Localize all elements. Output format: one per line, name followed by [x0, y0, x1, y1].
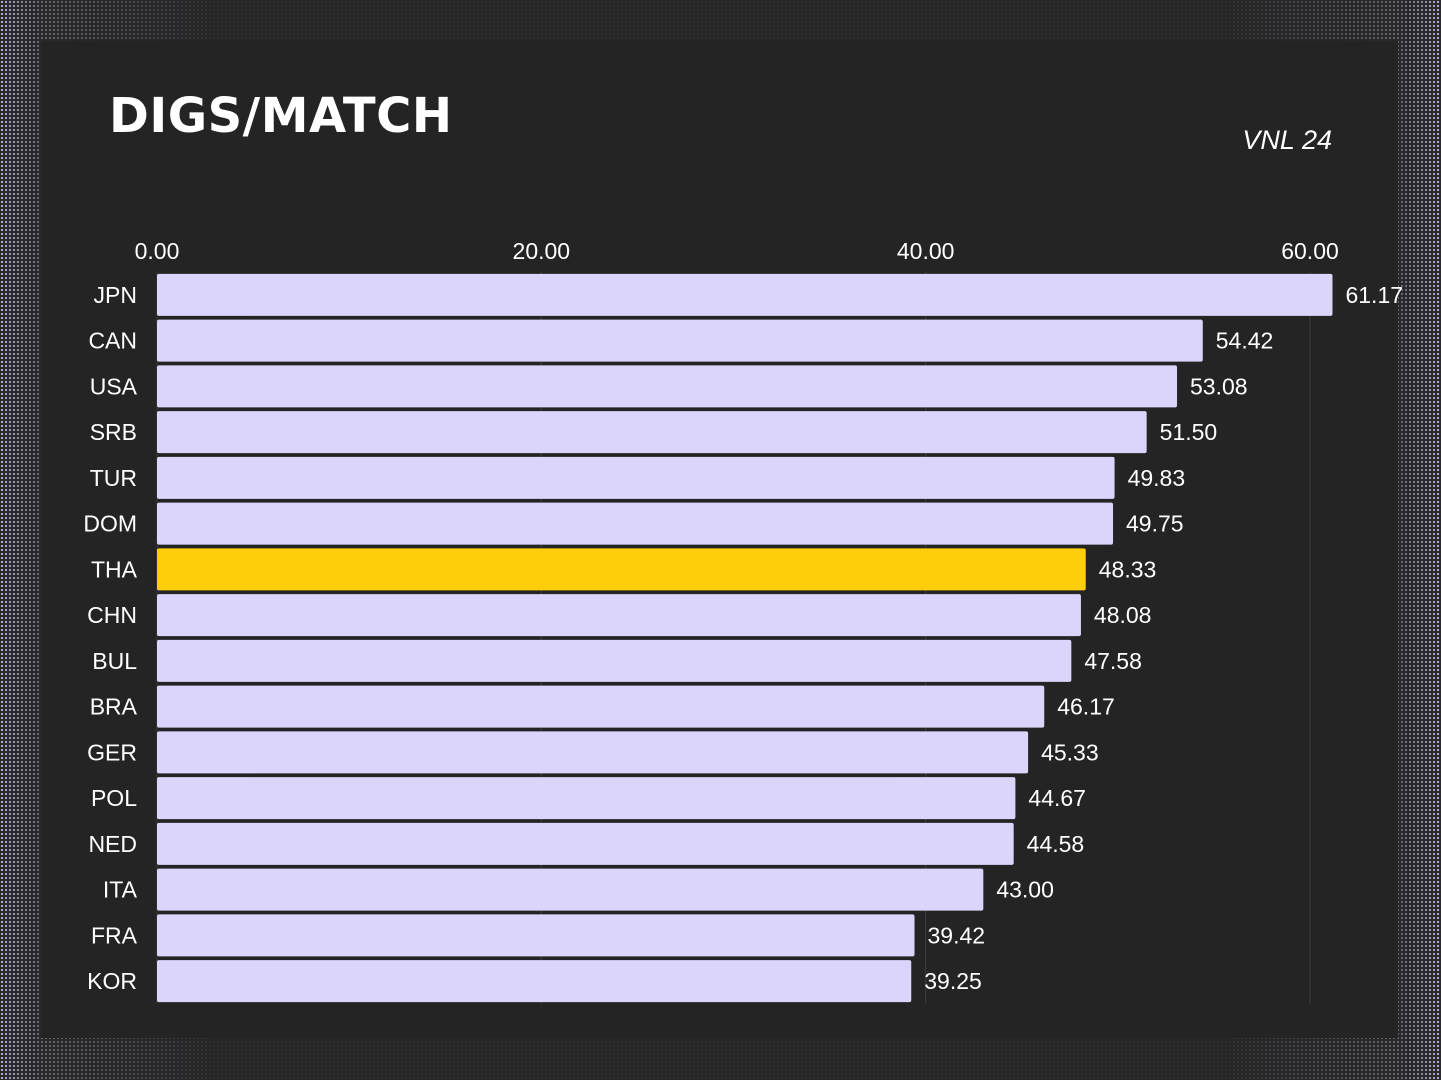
bar-bul: [157, 639, 1072, 682]
bar-bra: [157, 685, 1045, 728]
bar-ita: [157, 868, 984, 911]
chart-title: DIGS/MATCH: [109, 88, 453, 144]
value-label: 49.83: [1128, 465, 1186, 491]
value-label: 51.50: [1160, 419, 1218, 445]
category-label: BRA: [90, 694, 138, 720]
value-label: 39.42: [928, 922, 986, 948]
bar-tha: [157, 548, 1086, 591]
bar-dom: [157, 502, 1114, 545]
value-label: 54.42: [1216, 328, 1274, 354]
bar-pol: [157, 777, 1016, 820]
category-label: SRB: [90, 419, 137, 445]
value-label: 44.58: [1027, 831, 1085, 857]
category-label: JPN: [94, 282, 137, 308]
category-label: GER: [87, 739, 137, 765]
value-label: 48.33: [1099, 556, 1157, 582]
bar-ned: [157, 822, 1014, 865]
x-tick-label: 60.00: [1281, 238, 1339, 264]
bar-can: [157, 319, 1203, 362]
x-tick-label: 0.00: [135, 238, 180, 264]
value-label: 48.08: [1094, 602, 1152, 628]
category-label: USA: [90, 373, 138, 399]
x-tick-label: 40.00: [897, 238, 955, 264]
x-axis-ticks: 0.00 20.00 40.00 60.00: [135, 238, 1339, 264]
value-label: 45.33: [1041, 739, 1099, 765]
bar-fra: [157, 914, 915, 957]
value-label: 43.00: [996, 877, 1054, 903]
bar-srb: [157, 411, 1147, 454]
category-label: ITA: [103, 877, 138, 903]
category-label: NED: [88, 831, 137, 857]
category-label: BUL: [92, 648, 137, 674]
value-labels: 61.17 54.42 53.08 51.50 49.83 49.75 48.33 48.08…: [924, 282, 1403, 994]
bar-usa: [157, 365, 1178, 408]
category-labels: JPN CAN USA SRB TUR DOM THA CHN BUL BRA GER POL NED I…: [83, 282, 137, 994]
bar-chn: [157, 594, 1081, 637]
value-label: 49.75: [1126, 511, 1184, 537]
bar-ger: [157, 731, 1029, 774]
value-label: 53.08: [1190, 373, 1248, 399]
category-label: KOR: [87, 968, 137, 994]
x-tick-label: 20.00: [513, 238, 571, 264]
category-label: DOM: [83, 511, 137, 537]
category-label: POL: [91, 785, 137, 811]
value-label: 44.67: [1028, 785, 1086, 811]
category-label: THA: [91, 556, 138, 582]
category-label: TUR: [90, 465, 137, 491]
value-label: 46.17: [1057, 694, 1115, 720]
bar-kor: [157, 960, 912, 1003]
bar-jpn: [157, 273, 1333, 316]
value-label: 39.25: [924, 968, 982, 994]
category-label: FRA: [91, 922, 138, 948]
bars: [157, 273, 1333, 1003]
category-label: CHN: [87, 602, 137, 628]
value-label: 47.58: [1084, 648, 1142, 674]
category-label: CAN: [88, 328, 137, 354]
value-label: 61.17: [1345, 282, 1403, 308]
bar-tur: [157, 456, 1115, 499]
chart-subtitle: VNL 24: [1242, 125, 1332, 155]
